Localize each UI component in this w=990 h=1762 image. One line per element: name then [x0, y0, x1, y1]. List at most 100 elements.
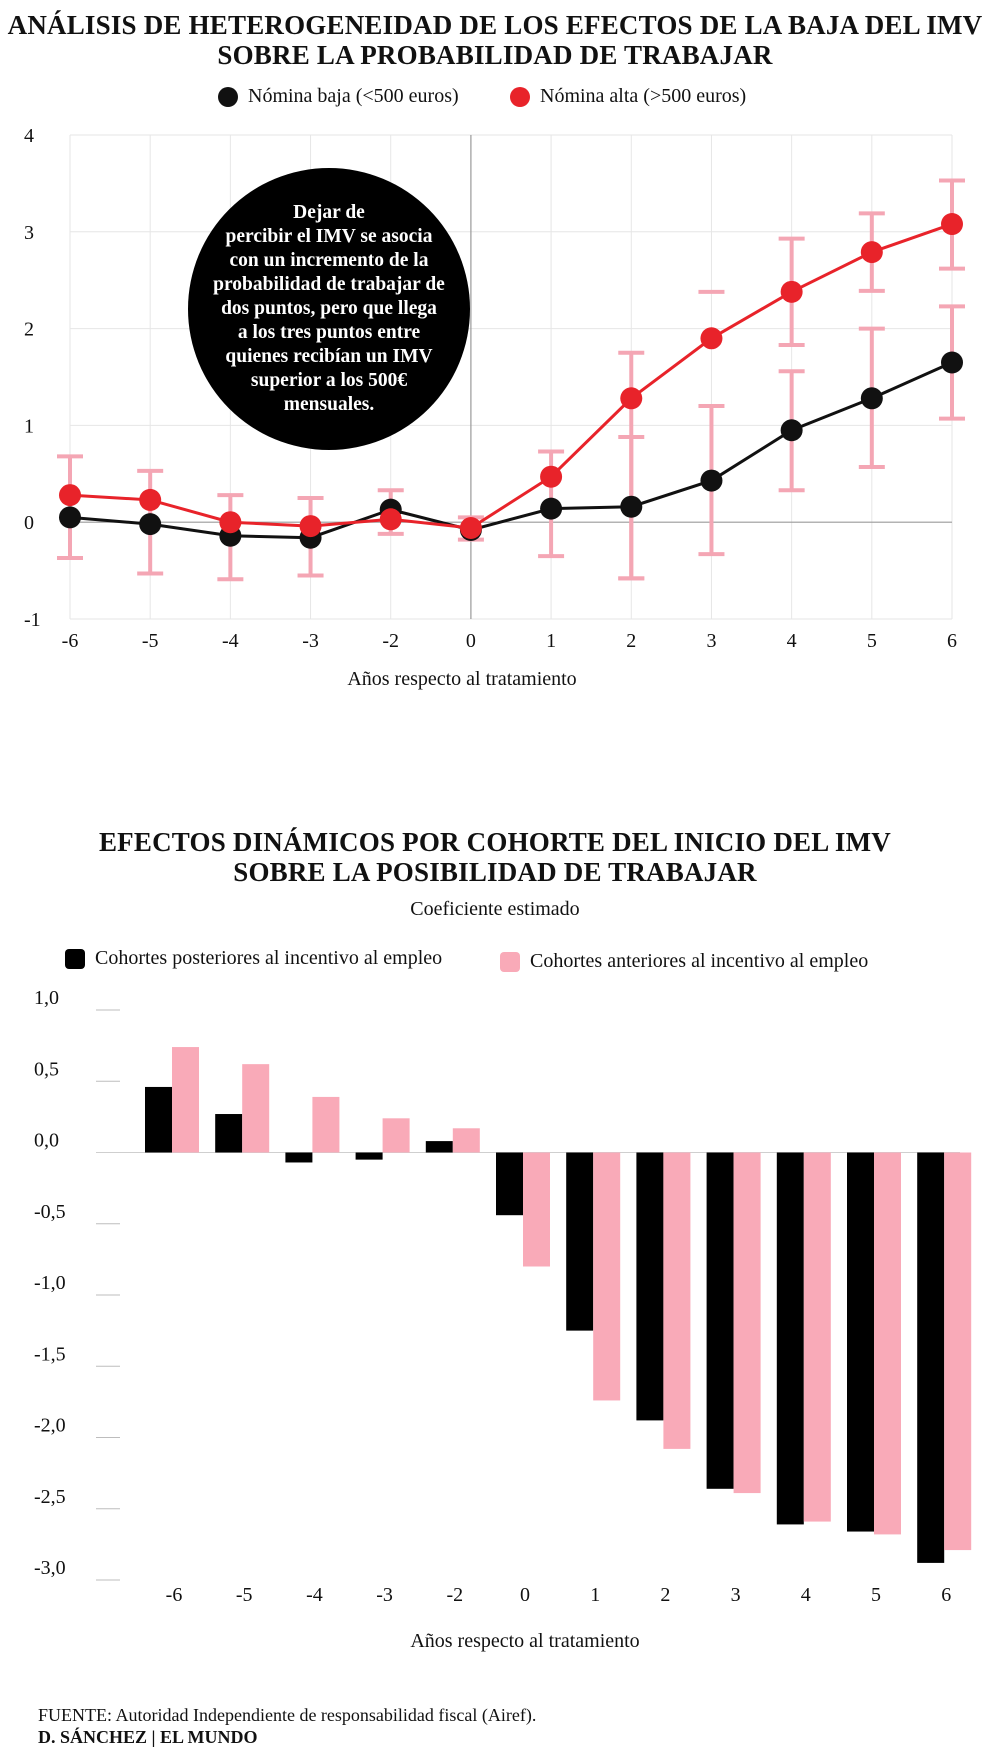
chart2-legend-item-post: Cohortes posteriores al incentivo al emp… [65, 947, 442, 970]
x-tick-label: 4 [801, 1584, 811, 1606]
data-point [379, 508, 402, 531]
data-point [299, 515, 322, 538]
data-point [860, 241, 883, 264]
annotation-line: superior a los 500€ [250, 370, 408, 391]
data-point [139, 488, 162, 511]
annotation-line: quienes recibían un IMV [225, 346, 433, 367]
x-tick-label: 1 [546, 630, 556, 652]
y-tick-label: -0,5 [34, 1201, 66, 1223]
x-tick-label: 5 [871, 1584, 881, 1606]
data-point [59, 506, 81, 529]
x-tick-label: -2 [446, 1584, 463, 1606]
x-axis-label: Años respecto al tratamiento [347, 668, 576, 690]
chart1-title: ANÁLISIS DE HETEROGENEIDAD DE LOS EFECTO… [0, 10, 990, 70]
x-axis-label: Años respecto al tratamiento [410, 1630, 639, 1652]
chart1-annotation-bubble: Dejar de percibir el IMV se asocia con un … [188, 168, 470, 450]
x-tick-label: 6 [947, 630, 957, 652]
y-tick-label: -1,0 [34, 1272, 66, 1294]
x-tick-label: -5 [236, 1584, 253, 1606]
bar [382, 1118, 410, 1153]
x-tick-label: 4 [787, 630, 797, 652]
x-tick-label: -4 [306, 1584, 323, 1606]
x-tick-label: 6 [941, 1584, 951, 1606]
chart1-legend-item-low: Nómina baja (<500 euros) [218, 85, 459, 108]
chart2-subtitle: Coeficiente estimado [410, 898, 580, 920]
y-tick-label: -1 [24, 609, 41, 631]
source-line: FUENTE: Autoridad Independiente de respo… [38, 1704, 536, 1726]
annotation-line: mensuales. [283, 394, 375, 415]
bar [917, 1152, 945, 1563]
data-point [700, 327, 723, 350]
data-point [860, 387, 883, 410]
bar [312, 1096, 340, 1153]
x-tick-label: 0 [520, 1584, 530, 1606]
data-point [620, 495, 643, 518]
data-point [941, 351, 963, 374]
bar [215, 1114, 243, 1153]
series-line [69, 222, 953, 530]
chart2-title: EFECTOS DINÁMICOS POR COHORTE DEL INICIO… [0, 827, 990, 887]
y-tick-label: -2,0 [34, 1415, 66, 1437]
x-tick-label: 5 [867, 630, 877, 652]
y-tick-label: 0 [24, 512, 34, 534]
data-point [540, 465, 563, 488]
y-tick-label: -1,5 [34, 1343, 66, 1365]
annotation-line: con un incremento de la [229, 250, 429, 271]
y-tick-label: 0,5 [34, 1058, 59, 1080]
chart1-legend-item-high: Nómina alta (>500 euros) [510, 85, 746, 108]
legend-marker-low [218, 86, 238, 107]
footer: FUENTE: Autoridad Independiente de respo… [38, 1704, 536, 1748]
data-point [59, 484, 81, 507]
x-tick-label: -3 [302, 630, 319, 652]
x-tick-label: 1 [590, 1584, 600, 1606]
bar [636, 1152, 664, 1421]
x-tick-label: 3 [731, 1584, 741, 1606]
annotation-line: probabilidad de trabajar de [213, 274, 445, 295]
legend-marker-high [510, 86, 530, 107]
bar [452, 1128, 480, 1153]
annotation-line: a los tres puntos entre [237, 322, 421, 343]
x-tick-label: -6 [166, 1584, 183, 1606]
chart2-legend-item-pre: Cohortes anteriores al incentivo al empl… [500, 950, 868, 973]
bar [944, 1152, 972, 1551]
x-tick-label: -2 [382, 630, 399, 652]
bar [172, 1047, 199, 1153]
credit-line: D. SÁNCHEZ | EL MUNDO [38, 1726, 536, 1748]
x-tick-label: 0 [466, 630, 476, 652]
bar [663, 1152, 691, 1449]
bar [733, 1152, 761, 1494]
x-tick-label: -5 [142, 630, 159, 652]
data-point [700, 469, 723, 492]
bar [706, 1152, 734, 1489]
y-tick-label: 2 [24, 319, 34, 341]
y-tick-label: -2,5 [34, 1486, 66, 1508]
credit-text: D. SÁNCHEZ | EL MUNDO [38, 1727, 258, 1747]
data-point [941, 213, 963, 236]
annotation-line: Dejar de [293, 202, 365, 223]
chart1-title-line1: ANÁLISIS DE HETEROGENEIDAD DE LOS EFECTO… [7, 10, 983, 40]
x-tick-label: -4 [222, 630, 239, 652]
legend-label-pre: Cohortes anteriores al incentivo al empl… [530, 950, 869, 972]
data-point [780, 419, 803, 442]
x-tick-label: 3 [706, 630, 716, 652]
legend-label-low: Nómina baja (<500 euros) [248, 85, 459, 107]
data-point [540, 497, 563, 520]
data-point [459, 517, 482, 540]
source-label: FUENTE: [38, 1705, 112, 1725]
x-tick-label: -3 [376, 1584, 393, 1606]
bar [496, 1152, 523, 1216]
chart2-plot: 1,0 0,5 0,0 -0,5 -1,0 -1,5 -2,0 -2,5 -3,0 -6 -5 -4 -… [34, 987, 972, 1652]
data-point [780, 280, 803, 303]
y-tick-label: 0,0 [34, 1130, 59, 1152]
y-tick-label: 4 [24, 125, 34, 147]
data-point [620, 387, 643, 410]
chart1-plot: 4 3 2 1 0 -1 -6 -5 -4 -3 -2 0 1 2 3 4 5 6 Años respecto al… [24, 125, 965, 690]
bar [285, 1152, 313, 1163]
bar [593, 1152, 621, 1401]
chart1-annotation-text: Dejar de percibir el IMV se asocia con un … [194, 201, 464, 417]
y-tick-label: 3 [24, 222, 34, 244]
bar [776, 1152, 804, 1525]
source-text: Autoridad Independiente de responsabilid… [112, 1705, 537, 1725]
bar [523, 1152, 550, 1267]
bar [355, 1152, 383, 1160]
